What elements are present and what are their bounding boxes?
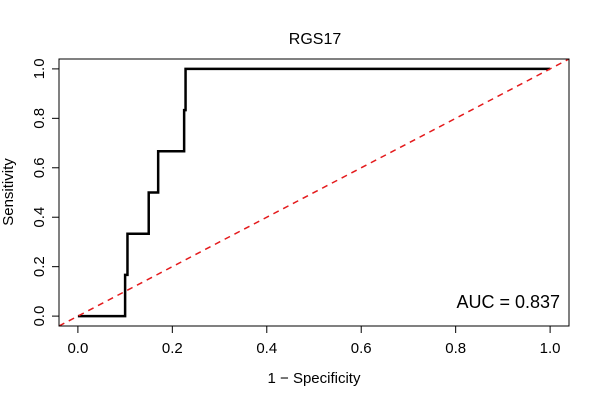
chart-title: RGS17	[289, 31, 342, 48]
x-tick-label: 0.4	[256, 340, 277, 357]
y-tick-label: 0.0	[31, 306, 48, 327]
y-tick-label: 0.4	[31, 207, 48, 228]
y-tick-label: 0.2	[31, 256, 48, 277]
x-axis-label: 1 − Specificity	[268, 370, 361, 387]
roc-curve-line	[77, 67, 551, 318]
y-axis-label: Sensitivity	[0, 158, 17, 226]
x-tick-label: 1.0	[540, 340, 561, 357]
x-axis: 0.0 0.2 0.4 0.6 0.8 1.0	[67, 325, 561, 357]
x-tick-label: 0.0	[67, 340, 88, 357]
series-layer	[58, 58, 570, 327]
x-tick-label: 0.2	[162, 340, 183, 357]
y-tick-label: 0.6	[31, 157, 48, 178]
x-tick-label: 0.6	[351, 340, 372, 357]
y-tick-label: 0.8	[31, 108, 48, 129]
x-tick-label: 0.8	[445, 340, 466, 357]
auc-annotation: AUC = 0.837	[456, 292, 560, 312]
y-axis: 0.0 0.2 0.4 0.6 0.8 1.0	[31, 58, 60, 327]
y-tick-label: 1.0	[31, 58, 48, 79]
reference-diagonal-line	[58, 58, 570, 327]
